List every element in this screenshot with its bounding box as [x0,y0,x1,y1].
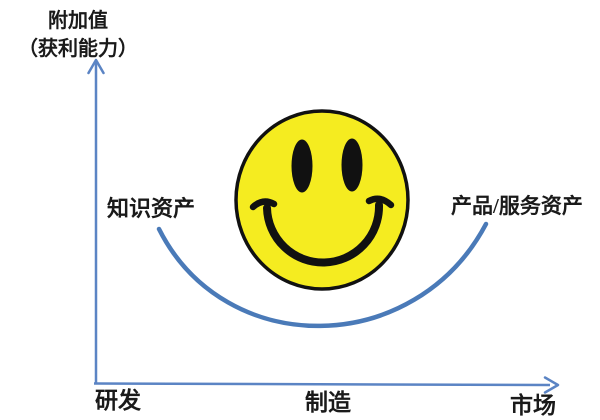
y-axis-title: 附加值 （获利能力） [14,7,142,63]
smile-curve [156,221,489,329]
x-label-rd: 研发 [95,388,141,413]
product-service-assets-label: 产品/服务资产 [451,194,583,218]
smiley-left-eye [291,139,313,193]
smiley-face-icon [234,109,410,291]
x-label-market: 市场 [510,393,556,418]
smiley-mouth-right-serif [365,195,395,209]
smiley-mouth-left-serif [249,198,278,211]
x-axis-line [93,382,551,387]
y-axis-title-line1: 附加值 [48,10,108,32]
smiley-right-eye [341,138,363,192]
smiley-mouth [263,201,384,267]
x-axis-arrow [93,376,560,394]
x-axis-arrowhead-icon [543,376,560,394]
y-axis-arrow [87,58,105,383]
y-axis-arrowhead-icon [87,58,105,75]
x-label-manufacturing: 制造 [305,390,351,415]
y-axis-title-line2: （获利能力） [18,38,138,60]
knowledge-assets-label: 知识资产 [107,196,196,221]
